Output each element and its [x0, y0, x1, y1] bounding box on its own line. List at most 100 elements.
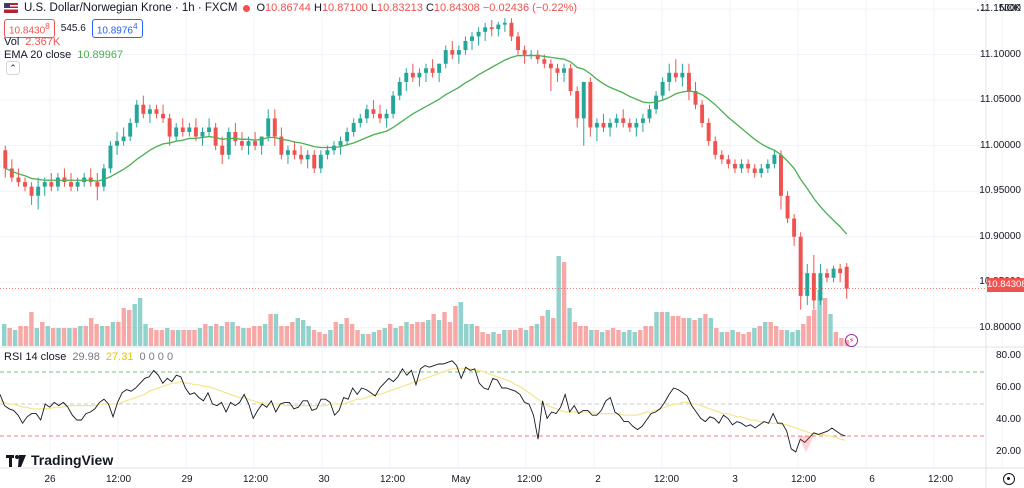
volume-bar: [252, 326, 257, 346]
volume-bar: [627, 330, 632, 346]
volume-bar: [230, 322, 235, 346]
candle-body: [213, 127, 218, 146]
volume-bar: [458, 302, 464, 346]
candle-body: [154, 109, 159, 114]
candle-body: [732, 163, 737, 169]
volume-bar: [99, 326, 105, 346]
candle-body: [108, 145, 113, 169]
volume-bar: [137, 298, 143, 346]
volume-bar: [811, 310, 817, 346]
rsi-ma-line: [0, 368, 846, 441]
volume-bar: [121, 308, 127, 346]
lightning-icon[interactable]: ⚡: [845, 334, 858, 347]
volume-bar: [632, 332, 637, 346]
volume-bar: [197, 328, 203, 346]
ema-legend[interactable]: EMA 20 close 10.89967: [4, 49, 123, 61]
volume-bar: [235, 326, 241, 346]
candle-body: [686, 72, 691, 92]
ema-value: 10.89967: [77, 49, 124, 61]
candle-body: [36, 186, 41, 196]
tradingview-logo[interactable]: TradingView: [6, 452, 113, 468]
candle-body: [220, 145, 225, 155]
volume-bar: [165, 328, 170, 346]
candle-body: [443, 50, 448, 64]
more-options-icon[interactable]: ⋯: [976, 3, 988, 17]
volume-bar: [752, 328, 757, 346]
candle-body: [200, 132, 205, 137]
candle-body: [49, 182, 54, 187]
candle-body: [42, 182, 47, 187]
rsi-legend[interactable]: RSI 14 close 29.98 27.31 0 0 0 0: [4, 351, 173, 363]
candle-body: [568, 68, 573, 92]
volume-bar: [420, 322, 425, 346]
candle-body: [272, 118, 277, 137]
price-tick-label: 10.90000: [979, 230, 1021, 242]
volume-bar: [284, 326, 290, 346]
volume-bar: [638, 330, 643, 346]
volume-bar: [88, 318, 94, 346]
candle-body: [719, 154, 724, 160]
volume-bar: [409, 324, 415, 346]
sell-button[interactable]: 10.84308: [4, 19, 55, 39]
buy-button[interactable]: 10.89764: [91, 19, 143, 39]
volume-bar: [371, 332, 377, 346]
candle-body: [358, 118, 363, 123]
volume-bar: [56, 328, 61, 346]
volume-bar: [768, 322, 773, 346]
candle-body: [318, 154, 323, 169]
candle-body: [430, 68, 435, 73]
collapse-legend-button[interactable]: ⌃: [6, 61, 20, 75]
volume-bar: [589, 330, 594, 346]
candle-body: [516, 36, 521, 51]
volume-bar: [415, 322, 420, 346]
volume-bar: [219, 326, 224, 346]
volume-bar: [116, 322, 121, 346]
volume-bar: [300, 320, 306, 346]
volume-bar: [534, 324, 540, 346]
volume-bar: [262, 324, 268, 346]
price-axis[interactable]: NOK 11.15000 11.10000 11.05000 11.00000 10.9…: [979, 0, 1024, 488]
volume-bar: [377, 330, 382, 346]
volume-bar: [801, 324, 806, 346]
volume-legend[interactable]: Vol 2.367K: [4, 36, 60, 48]
candle-body: [128, 122, 133, 137]
volume-bar: [7, 328, 12, 346]
volume-bar: [203, 324, 208, 346]
rsi-value: 29.98: [72, 351, 100, 363]
ohlc-values: O10.86744 H10.87100 L10.83213 C10.84308 …: [256, 2, 578, 14]
volume-bar: [828, 314, 833, 346]
time-tick-label: 12:00: [516, 474, 543, 485]
volume-bar: [464, 324, 469, 346]
volume-bar: [551, 318, 556, 346]
candle-body: [207, 127, 212, 133]
volume-bar: [480, 332, 485, 346]
candle-body: [627, 122, 632, 128]
candle-body: [463, 40, 468, 51]
candle-body: [371, 109, 376, 114]
volume-bar: [192, 330, 197, 346]
candle-body: [746, 163, 751, 169]
volume-bar: [703, 314, 708, 346]
volume-bar: [784, 330, 790, 346]
volume-bar: [349, 324, 355, 346]
candle-body: [239, 141, 244, 146]
volume-bar: [806, 316, 811, 346]
volume-bar: [257, 326, 262, 346]
candle-body: [535, 54, 540, 60]
settings-icon[interactable]: [1003, 473, 1015, 485]
time-tick-label: 12:00: [927, 474, 954, 485]
current-price-tag: 10.84308: [987, 278, 1024, 292]
candle-body: [417, 72, 422, 78]
volume-name: Vol: [4, 36, 20, 48]
ema-name: EMA 20 close: [4, 49, 72, 61]
volume-bar: [833, 332, 839, 346]
volume-bar: [714, 328, 719, 346]
candle-body: [476, 31, 481, 37]
volume-bar: [610, 328, 616, 346]
price-tick-label: 11.05000: [980, 94, 1021, 106]
candle-body: [193, 127, 198, 137]
symbol-title[interactable]: U.S. Dollar/Norwegian Krone · 1h · FXCM: [24, 2, 238, 14]
candle-body: [706, 122, 711, 142]
